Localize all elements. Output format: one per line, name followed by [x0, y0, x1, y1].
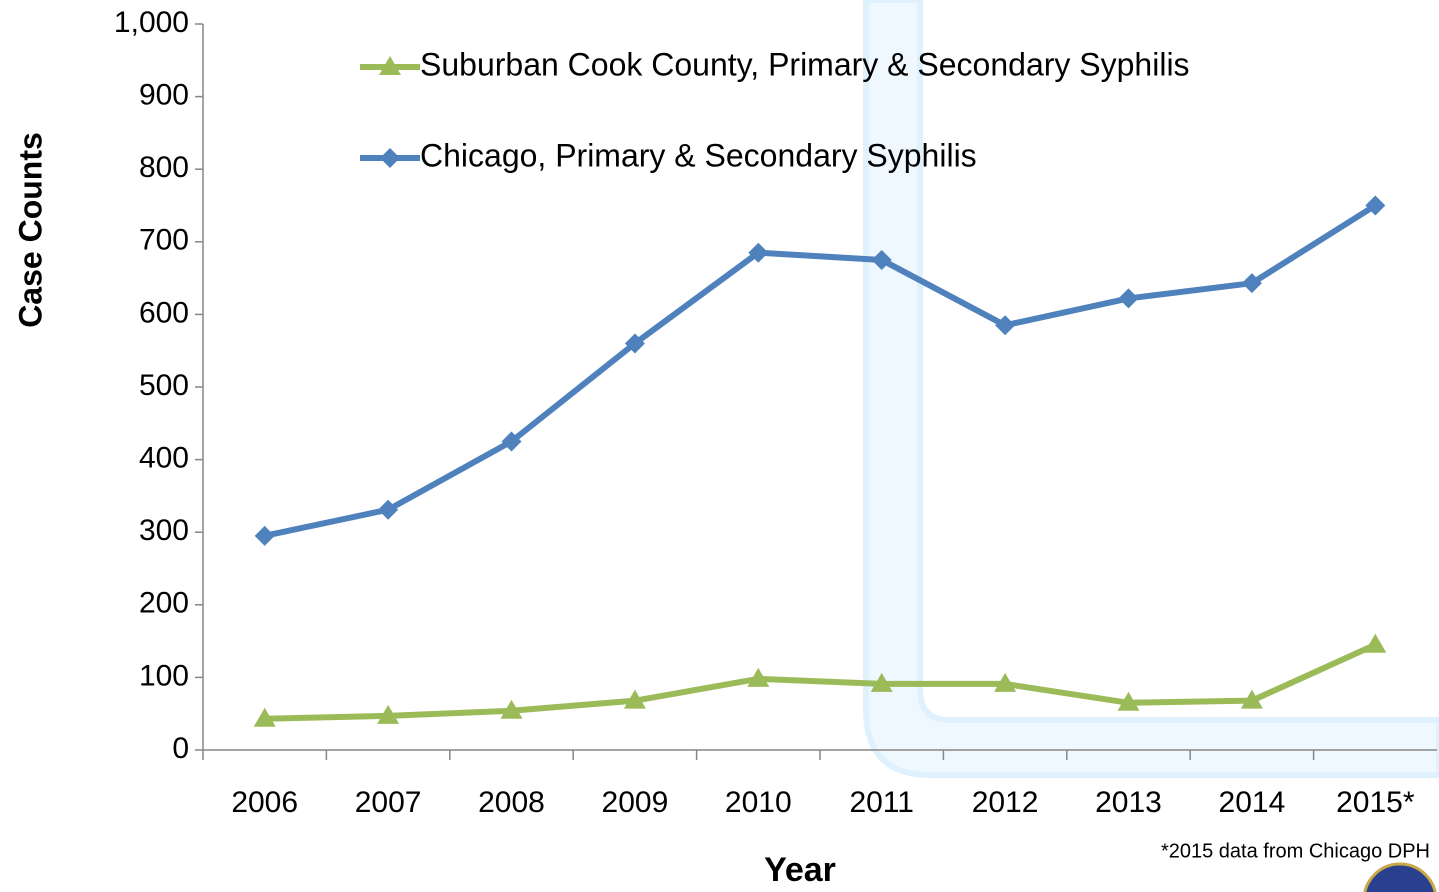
y-tick-label: 200: [139, 587, 189, 620]
x-tick-label: 2012: [972, 786, 1039, 819]
x-tick-label: 2010: [725, 786, 792, 819]
legend-label: Suburban Cook County, Primary & Secondar…: [420, 46, 1190, 82]
data-point: [871, 249, 892, 270]
x-tick-label: 2011: [849, 786, 914, 819]
x-tick-label: 2015*: [1336, 786, 1415, 819]
y-tick-label: 500: [139, 369, 189, 402]
data-point: [748, 242, 769, 263]
y-tick-label: 600: [139, 296, 189, 329]
data-point: [253, 707, 276, 727]
x-tick-label: 2009: [602, 786, 669, 819]
x-tick-label: 2006: [231, 786, 298, 819]
data-point: [1241, 273, 1262, 294]
y-tick-label: 100: [139, 659, 189, 692]
y-tick-label: 1,000: [114, 6, 189, 39]
x-tick-label: 2013: [1095, 786, 1162, 819]
series-line: [264, 202, 1377, 539]
x-tick-label: 2014: [1219, 786, 1286, 819]
data-point: [995, 315, 1016, 336]
data-point: [994, 672, 1017, 692]
legend-label: Chicago, Primary & Secondary Syphilis: [420, 137, 977, 173]
logo: [1363, 862, 1437, 892]
data-point: [377, 704, 400, 724]
legend-marker: [380, 148, 400, 168]
y-tick-label: 300: [139, 514, 189, 547]
x-tick-label: 2008: [478, 786, 545, 819]
series-line: [264, 641, 1377, 722]
data-point: [1117, 691, 1140, 711]
data-point: [1118, 288, 1139, 309]
data-point: [624, 333, 645, 354]
data-point: [500, 699, 523, 719]
data-point: [1365, 195, 1386, 216]
y-tick-label: 400: [139, 442, 189, 475]
x-axis-title: Year: [764, 851, 836, 889]
data-point: [1240, 689, 1263, 709]
data-point: [378, 499, 399, 520]
footnote: *2015 data from Chicago DPH: [1161, 840, 1430, 862]
y-tick-label: 700: [139, 224, 189, 257]
data-point: [254, 525, 275, 546]
data-point: [623, 689, 646, 709]
y-tick-label: 800: [139, 151, 189, 184]
data-point: [870, 672, 893, 692]
background-decoration: [863, 0, 1439, 778]
data-point: [1364, 633, 1387, 653]
data-point: [747, 667, 770, 687]
y-axis-title: Case Counts: [12, 132, 48, 328]
y-tick-label: 0: [172, 732, 189, 765]
y-tick-label: 900: [139, 79, 189, 112]
data-point: [501, 431, 522, 452]
legend-marker: [379, 56, 401, 75]
x-tick-label: 2007: [355, 786, 422, 819]
